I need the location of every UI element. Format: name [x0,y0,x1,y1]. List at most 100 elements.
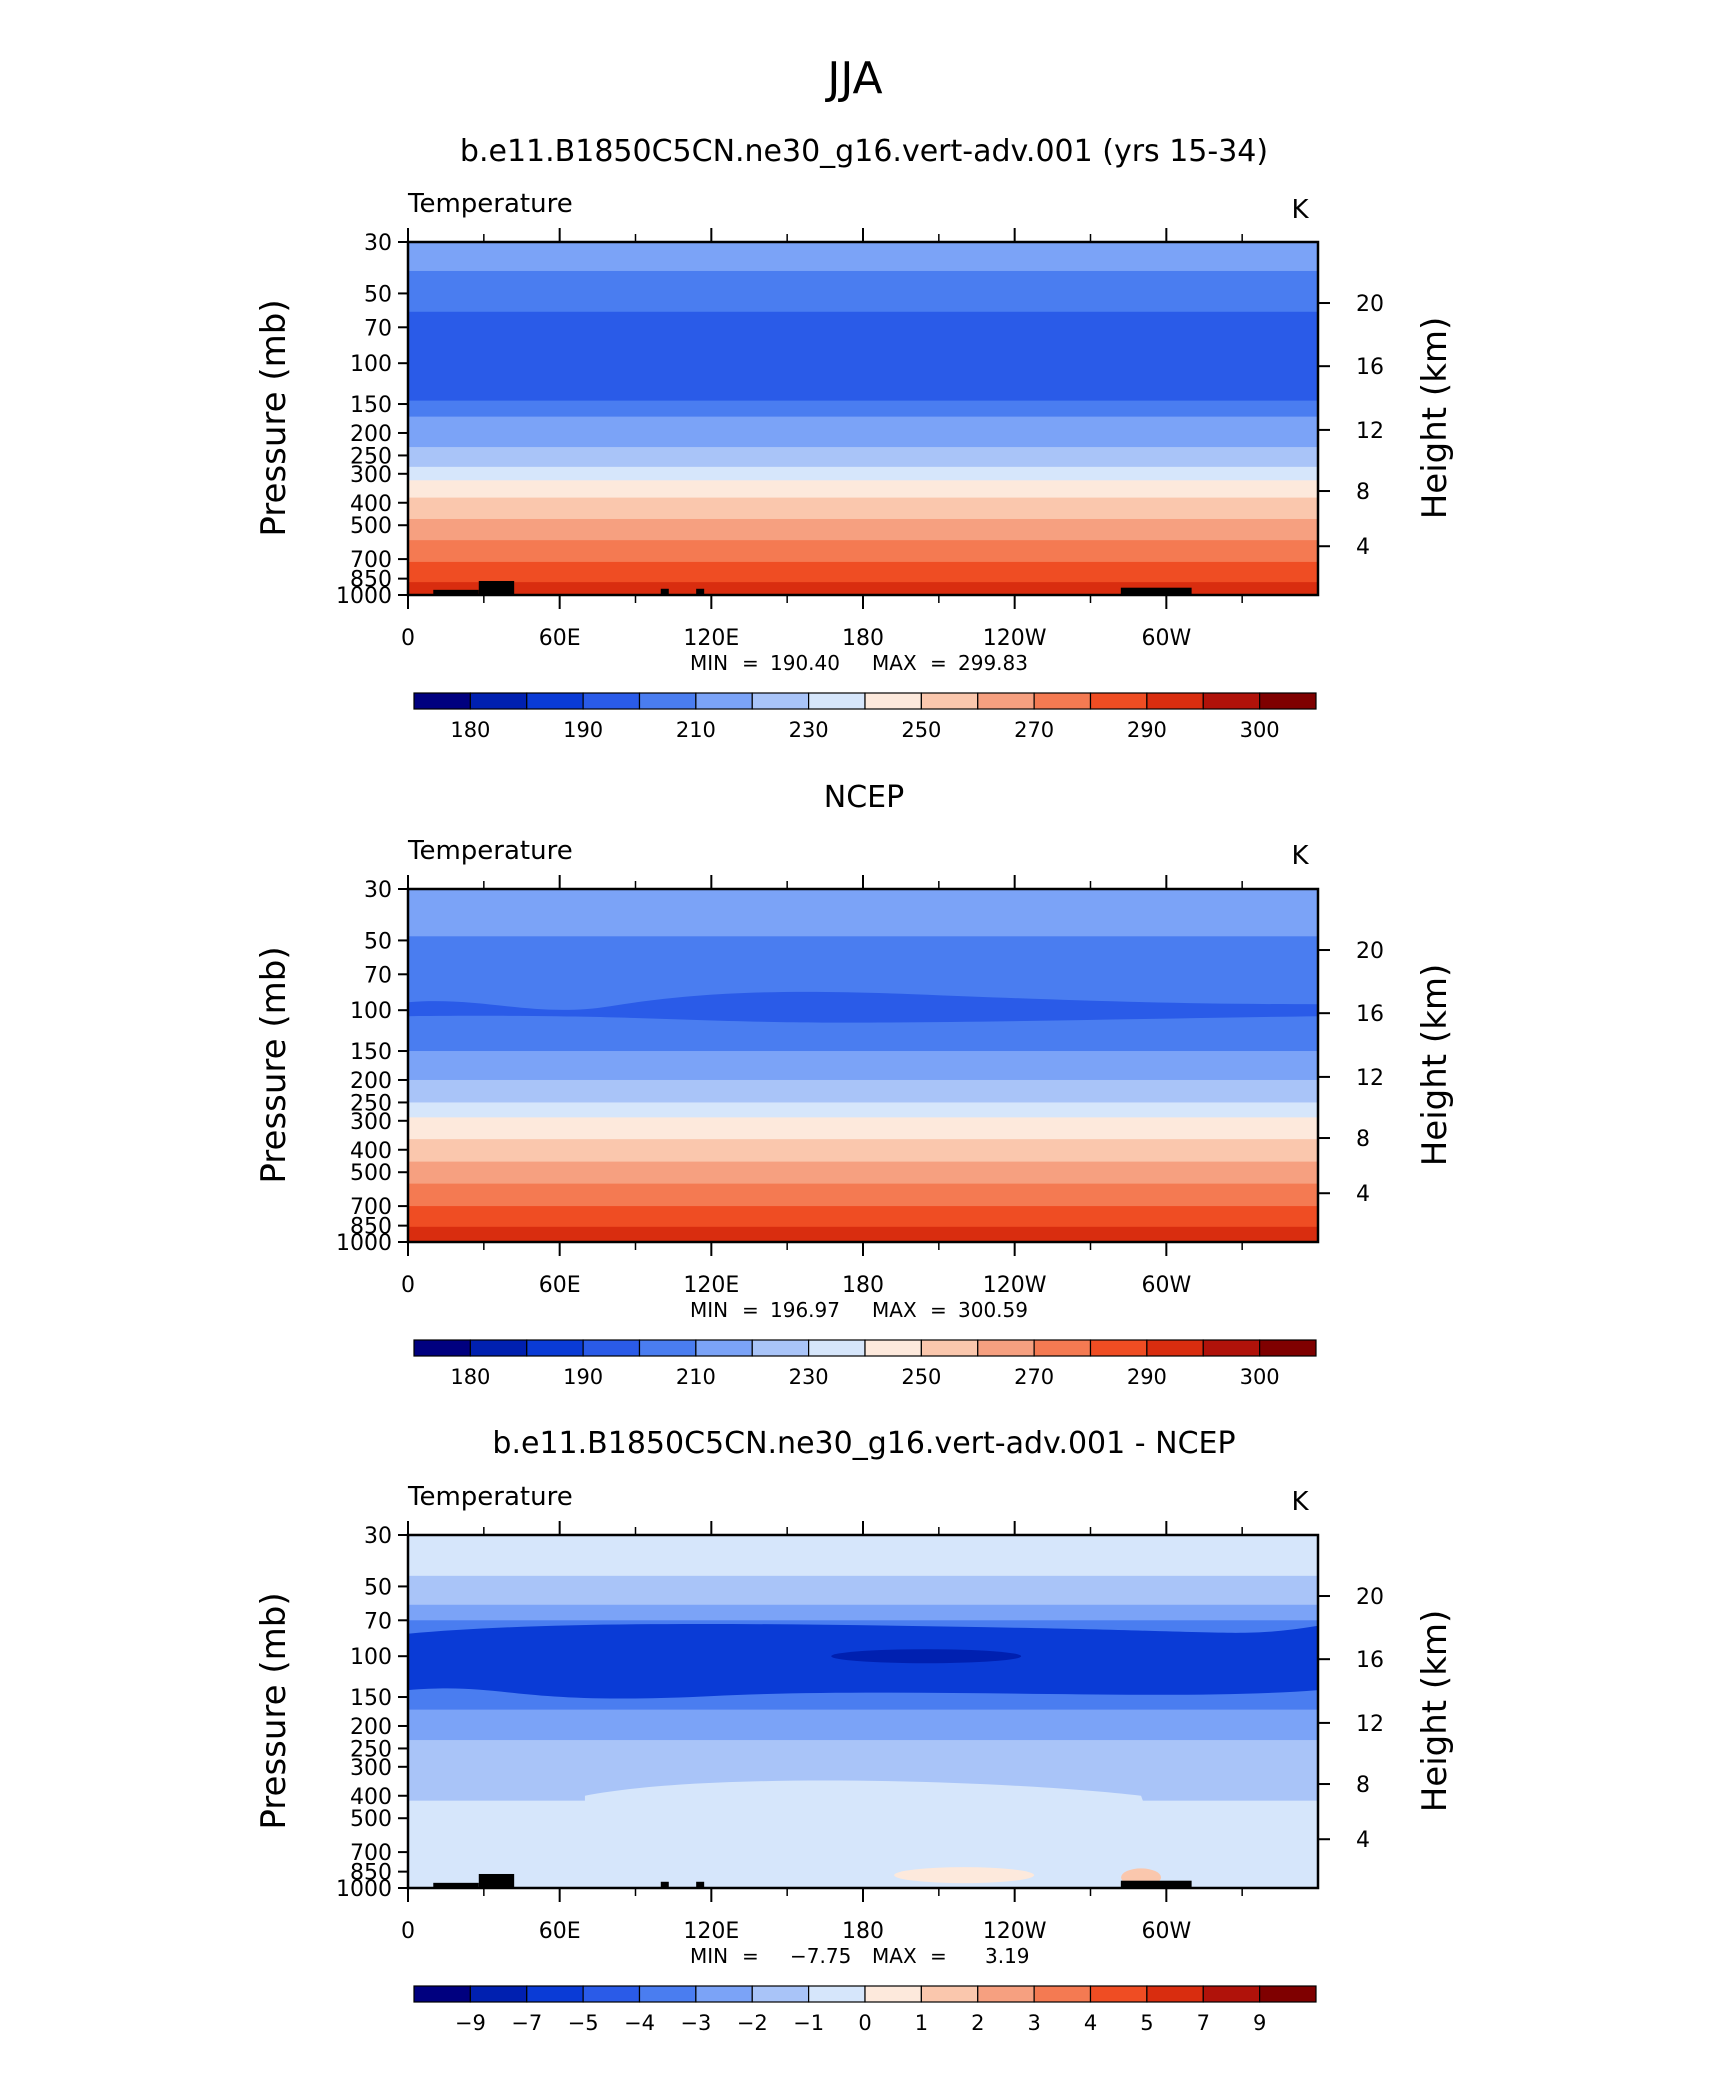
colorbar-swatch [1089,1985,1148,2003]
min-label: MIN [690,1944,728,1968]
y-tick-label: 50 [364,929,392,954]
y-tick-label: 300 [350,1756,392,1781]
colorbar-label: −9 [455,2011,486,2035]
min-eq: = [742,651,759,675]
topography [696,588,705,595]
y-tick-label: 850 [350,1215,392,1240]
colorbar-label: 7 [1197,2011,1210,2035]
topography [478,1873,515,1888]
x-tick-label: 120E [683,626,739,651]
contour-band [408,1051,1318,1081]
x-tick-label: 60W [1141,1273,1191,1298]
y-tick-label: 1000 [336,1231,392,1256]
colorbar-swatch [638,692,697,710]
x-tick-label: 120E [683,1273,739,1298]
y-axis-label: Pressure (mb) [254,1592,294,1829]
colorbar-swatch [920,1339,979,1357]
colorbar-label: 230 [789,718,829,742]
y-tick-label: 30 [364,231,392,256]
colorbar: −9 −7 −5 −4 −3 −2 −1 0 1 2 3 4 5 7 9 [413,1985,1317,2035]
colorbar-swatch [1202,692,1261,710]
topography [478,580,515,595]
y-right-tick-label: 12 [1356,1712,1384,1737]
contour-band [408,1183,1318,1207]
variable-label: Temperature [407,836,573,866]
colorbar-label: 0 [858,2011,871,2035]
contour-region [894,1867,1035,1884]
colorbar-swatch [1089,692,1148,710]
min-label: MIN [690,651,728,675]
colorbar-label: 290 [1127,718,1167,742]
colorbar-swatch [1033,1985,1092,2003]
y-tick-label: 1000 [336,1877,392,1902]
y-tick-label: 100 [350,352,392,377]
y-right-tick-label: 12 [1356,419,1384,444]
colorbar-label: 190 [563,1365,603,1389]
x-tick-label: 180 [842,1919,884,1944]
colorbar-swatch [977,1339,1035,1357]
y-tick-label: 700 [350,1841,392,1866]
min-value: 190.40 [770,651,840,675]
variable-label: Temperature [407,1482,573,1512]
colorbar-swatch [1202,1985,1261,2003]
colorbar-swatch [469,1985,528,2003]
colorbar-swatch [695,1339,753,1357]
colorbar-swatch [751,1985,810,2003]
colorbar-label: −3 [680,2011,711,2035]
max-value: 299.83 [958,651,1028,675]
y-axis-label: Pressure (mb) [254,946,294,1183]
colorbar-label: −2 [737,2011,768,2035]
x-tick-label: 180 [842,1273,884,1298]
y-tick-label: 400 [350,1139,392,1164]
max-label: MAX [872,1298,917,1322]
contour-band [408,518,1318,541]
min-label: MIN [690,1298,728,1322]
colorbar-label: 300 [1240,718,1280,742]
colorbar-swatch [864,1985,922,2003]
colorbar-swatch [582,692,641,710]
contour-band [408,311,1318,402]
y-axis-label: Pressure (mb) [254,299,294,536]
colorbar-label: 180 [450,1365,490,1389]
y-right-tick-label: 16 [1356,355,1384,380]
colorbar-swatch [1259,1985,1317,2003]
colorbar-label: 230 [789,1365,829,1389]
colorbar: 180 190 210 230 250 270 290 300 [413,1339,1317,1389]
contour-band [408,561,1318,583]
x-tick-label: 180 [842,626,884,651]
y-tick-label: 850 [350,568,392,593]
y-tick-label: 850 [350,1861,392,1886]
topography [1120,1880,1192,1888]
max-eq: = [930,1298,947,1322]
y-right-tick-label: 8 [1356,1127,1370,1152]
y-tick-label: 70 [364,1609,392,1634]
colorbar-label: 270 [1014,1365,1054,1389]
units-label: K [1291,841,1309,871]
y-tick-label: 400 [350,1785,392,1810]
y-tick-label: 150 [350,393,392,418]
contour-band [408,582,1318,596]
colorbar-swatch [695,692,753,710]
y-tick-label: 30 [364,878,392,903]
colorbar-swatch [751,1339,810,1357]
panel-model: b.e11.B1850C5CN.ne30_g16.vert-adv.001 (y… [254,134,1455,742]
colorbar-swatch [977,692,1035,710]
contour-band [408,1161,1318,1185]
y-tick-label: 500 [350,1161,392,1186]
colorbar-label: 4 [1084,2011,1097,2035]
colorbar-label: 270 [1014,718,1054,742]
y-tick-label: 100 [350,999,392,1024]
x-tick-label: 0 [401,1919,415,1944]
colorbar-label: 190 [563,718,603,742]
y-right-tick-label: 20 [1356,939,1384,964]
colorbar-swatch [413,1339,471,1357]
colorbar-swatch [808,1339,866,1357]
y-tick-label: 500 [350,1807,392,1832]
colorbar-label: 9 [1253,2011,1266,2035]
stats-line: MIN = 190.40 MAX = 299.83 [690,651,1028,675]
y-right-tick-label: 4 [1356,535,1370,560]
y-right-tick-label: 20 [1356,292,1384,317]
contour-band [408,1865,1318,1889]
panel-title: NCEP [824,780,904,815]
